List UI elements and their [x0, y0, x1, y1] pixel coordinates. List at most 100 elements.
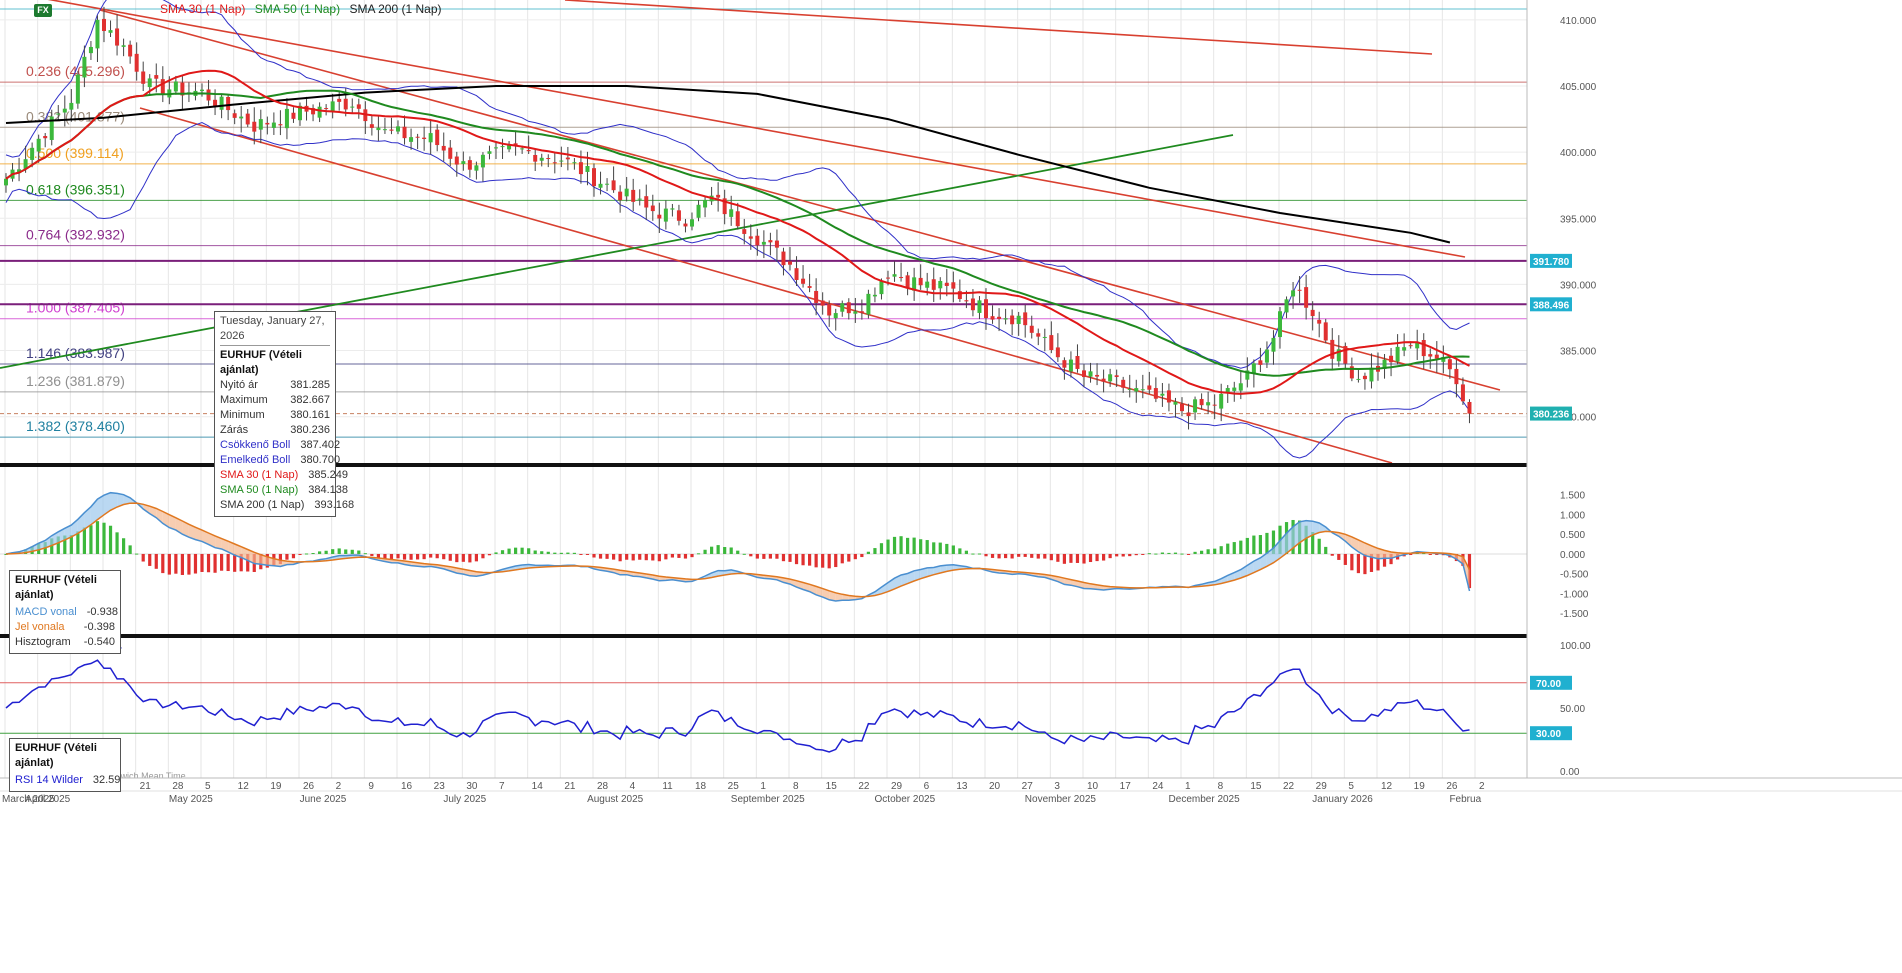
candle-body — [409, 137, 414, 142]
candle-body — [859, 311, 864, 313]
macd-histogram-bar — [200, 553, 204, 572]
candle-body — [1349, 366, 1354, 379]
candle-body — [918, 277, 923, 286]
candle-body — [480, 154, 485, 168]
macd-histogram-bar — [487, 553, 492, 556]
tooltip-label: SMA 30 (1 Nap) — [220, 469, 299, 481]
macd-histogram-bar — [1141, 553, 1145, 555]
day-tick: 19 — [270, 781, 282, 792]
macd-histogram-bar — [696, 553, 701, 555]
candle-body — [905, 275, 910, 288]
rsi-line — [5, 659, 1470, 753]
month-label: June 2025 — [300, 794, 347, 805]
day-tick: 27 — [1022, 781, 1034, 792]
bottom-axis-bg — [0, 778, 1902, 973]
candle-body — [866, 293, 871, 315]
candle-body — [1121, 379, 1126, 388]
macd-histogram-bar — [1245, 537, 1249, 554]
macd-fill — [234, 544, 242, 558]
macd-fill — [907, 570, 915, 584]
macd-histogram-bar — [180, 553, 184, 575]
tooltip-label: Nyitó ár — [220, 379, 258, 391]
macd-fill — [182, 521, 189, 538]
candle-body — [500, 146, 505, 148]
macd-histogram-bar — [324, 550, 328, 554]
candle-body — [1186, 412, 1191, 417]
macd-fill — [1306, 520, 1313, 539]
candle-body — [311, 108, 316, 115]
day-tick: 5 — [205, 781, 211, 792]
macd-histogram-bar — [683, 553, 688, 559]
candle-body — [226, 96, 231, 111]
day-tick: 12 — [238, 781, 250, 792]
macd-histogram-bar — [95, 521, 100, 554]
candle-body — [115, 28, 120, 46]
macd-histogram-bar — [899, 536, 903, 554]
macd-tick: 0.000 — [1560, 550, 1585, 561]
macd-histogram-bar — [1173, 552, 1178, 554]
macd-tick: 0.500 — [1560, 530, 1585, 541]
macd-histogram-bar — [1330, 553, 1334, 556]
legend-sma30[interactable]: SMA 30 (1 Nap) — [160, 2, 246, 16]
candle-body — [676, 210, 681, 221]
macd-fill — [901, 573, 908, 587]
macd-tick: 1.000 — [1560, 510, 1585, 521]
macd-tick: -1.500 — [1560, 609, 1589, 620]
macd-histogram-bar — [298, 553, 302, 555]
macd-histogram-bar — [1252, 535, 1256, 554]
macd-histogram-bar — [108, 525, 113, 554]
macd-histogram-bar — [559, 552, 563, 554]
rsi-panel: RSI 14 WilderIndikatív ár Időzóna: Green… — [0, 643, 1527, 781]
rsi-badge: 70.00 — [1536, 679, 1561, 690]
candle-body — [1225, 388, 1230, 394]
price-tick: 390.000 — [1560, 280, 1597, 291]
macd-histogram-bar — [781, 553, 786, 562]
macd-histogram-bar — [1304, 525, 1308, 554]
candle-body — [396, 126, 400, 132]
candle-body — [984, 299, 988, 319]
candle-body — [1173, 401, 1178, 405]
macd-histogram-bar — [788, 553, 792, 562]
macd-histogram-bar — [729, 547, 733, 554]
candle-body — [846, 302, 851, 314]
macd-tooltip-title: EURHUF (Vételi ajánlat) — [15, 574, 97, 601]
candle-body — [1330, 339, 1335, 359]
macd-histogram-bar — [331, 549, 335, 554]
sma50-line — [5, 89, 1470, 377]
candle-body — [291, 112, 296, 119]
candle-body — [559, 160, 564, 162]
candle-body — [578, 162, 583, 175]
candle-body — [546, 158, 551, 160]
candle-body — [938, 280, 943, 289]
macd-fill — [247, 549, 255, 564]
macd-histogram-bar — [853, 553, 857, 560]
day-tick: 9 — [368, 781, 374, 792]
legend-sma200[interactable]: SMA 200 (1 Nap) — [349, 2, 442, 16]
candle-body — [951, 282, 956, 289]
tooltip-row: Minimum 380.161 — [220, 408, 330, 423]
macd-histogram-bar — [605, 553, 609, 559]
macd-fill — [1299, 520, 1307, 543]
day-tick: 21 — [140, 781, 152, 792]
macd-fill — [97, 495, 104, 520]
candle-body — [1166, 390, 1171, 403]
macd-tooltip-row: Hisztogram -0.540 — [15, 635, 115, 650]
macd-histogram-bar — [135, 553, 139, 555]
macd-fill — [215, 535, 222, 549]
day-tick: 15 — [826, 781, 838, 792]
macd-histogram-bar — [716, 545, 720, 554]
macd-histogram-bar — [226, 553, 230, 572]
month-label: Februa — [1449, 794, 1481, 805]
macd-histogram-bar — [429, 553, 433, 558]
day-tick: 19 — [1414, 781, 1426, 792]
day-tick: 21 — [564, 781, 576, 792]
macd-histogram-bar — [540, 551, 544, 554]
tooltip-label: Emelkedő Boll — [220, 454, 291, 466]
day-tick: 29 — [891, 781, 903, 792]
macd-histogram-bar — [866, 551, 870, 554]
macd-histogram-bar — [206, 553, 211, 573]
macd-histogram-bar — [1200, 550, 1204, 554]
legend-sma50[interactable]: SMA 50 (1 Nap) — [254, 2, 341, 16]
macd-histogram-bar — [1271, 530, 1276, 554]
macd-histogram-bar — [416, 553, 420, 560]
